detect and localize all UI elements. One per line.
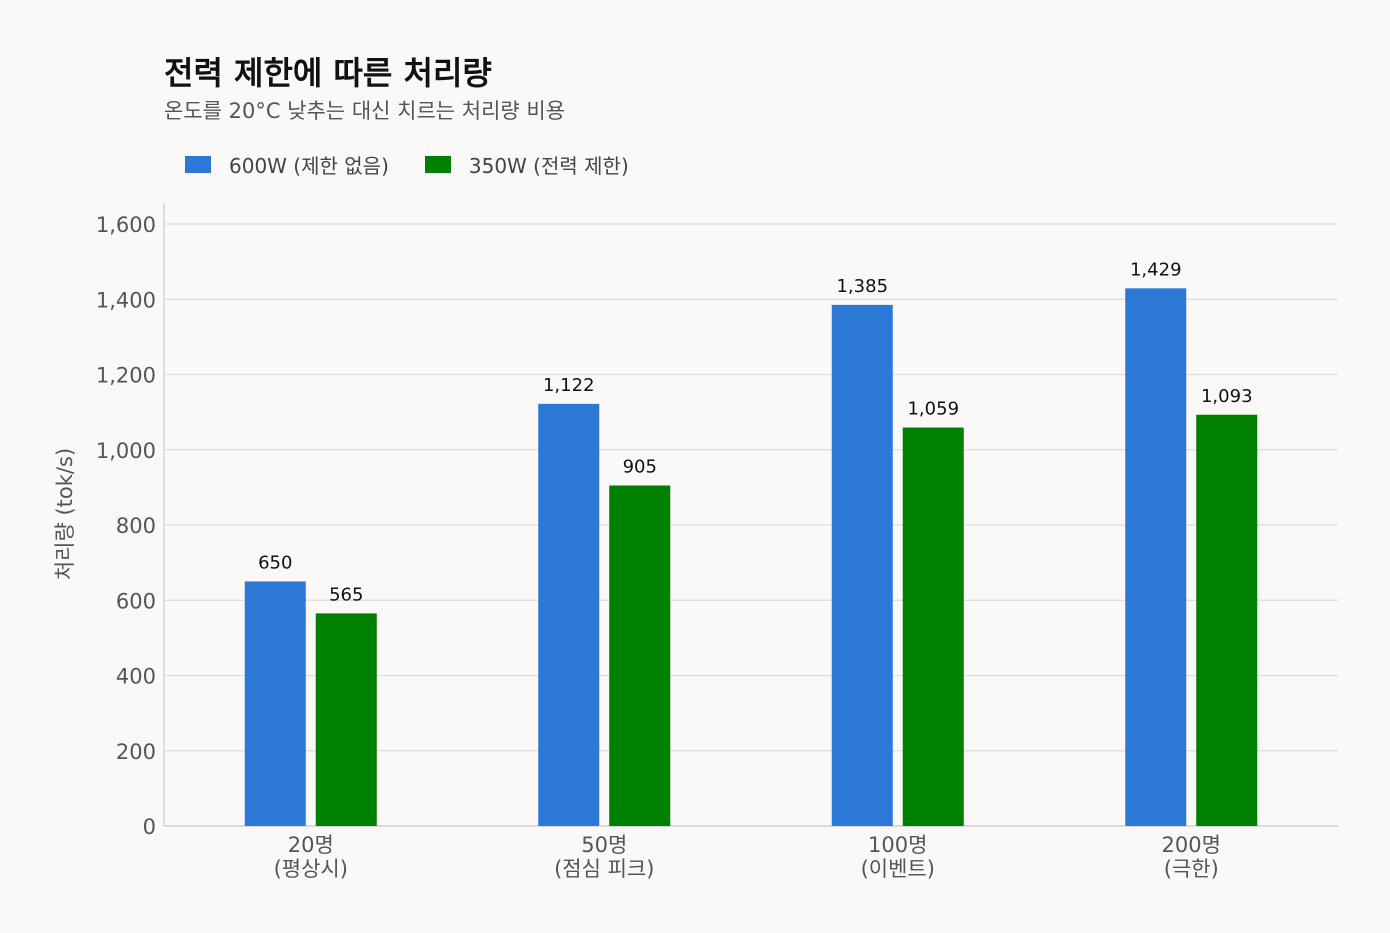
- bar-350w: [1196, 414, 1258, 826]
- y-tick-label: 1,600: [96, 213, 156, 237]
- legend: 600W (제한 없음) 350W (전력 제한): [185, 150, 665, 179]
- y-tick-label: 800: [116, 514, 156, 538]
- y-tick-label: 200: [116, 740, 156, 764]
- data-label: 1,122: [543, 375, 595, 396]
- bar-350w: [902, 427, 964, 826]
- chart-subtitle: 온도를 20°C 낮추는 대신 치르는 처리량 비용: [164, 99, 566, 123]
- legend-label-350w: 350W (전력 제한): [468, 154, 629, 178]
- x-tick-label: (점심 피크): [554, 857, 654, 881]
- bar-600w: [244, 581, 306, 826]
- x-tick-label: 200명: [1162, 833, 1221, 857]
- bar-350w: [609, 485, 671, 826]
- x-tick-label: (이벤트): [861, 857, 935, 881]
- y-tick-label: 1,000: [96, 439, 156, 463]
- y-tick-label: 400: [116, 665, 156, 689]
- data-label: 1,093: [1201, 386, 1253, 407]
- data-label: 1,385: [836, 276, 888, 297]
- legend-item-600w: 600W (제한 없음): [185, 150, 389, 179]
- y-tick-label: 1,200: [96, 364, 156, 388]
- x-tick-label: (극한): [1164, 857, 1219, 881]
- x-tick-label: (평상시): [274, 857, 348, 881]
- y-tick-label: 600: [116, 589, 156, 613]
- x-tick-label: 20명: [288, 833, 334, 857]
- data-label: 1,059: [907, 399, 959, 420]
- bar-600w: [1125, 288, 1187, 826]
- bar-350w: [315, 613, 377, 826]
- legend-label-600w: 600W (제한 없음): [229, 154, 389, 178]
- legend-item-350w: 350W (전력 제한): [424, 150, 629, 179]
- x-tick-label: 100명: [868, 833, 927, 857]
- legend-swatch-600w: [185, 156, 211, 173]
- data-label: 1,429: [1130, 259, 1182, 280]
- legend-swatch-350w: [424, 156, 451, 173]
- data-label: 905: [623, 456, 657, 477]
- x-tick-label: 50명: [581, 833, 627, 857]
- y-tick-label: 0: [143, 815, 156, 839]
- y-axis-label: 처리량 (tok/s): [53, 448, 77, 580]
- y-tick-label: 1,400: [96, 288, 156, 312]
- bar-600w: [538, 403, 600, 826]
- bar-600w: [831, 304, 893, 826]
- data-label: 565: [329, 584, 363, 605]
- data-label: 650: [258, 552, 292, 573]
- chart-title: 전력 제한에 따른 처리량: [164, 54, 492, 92]
